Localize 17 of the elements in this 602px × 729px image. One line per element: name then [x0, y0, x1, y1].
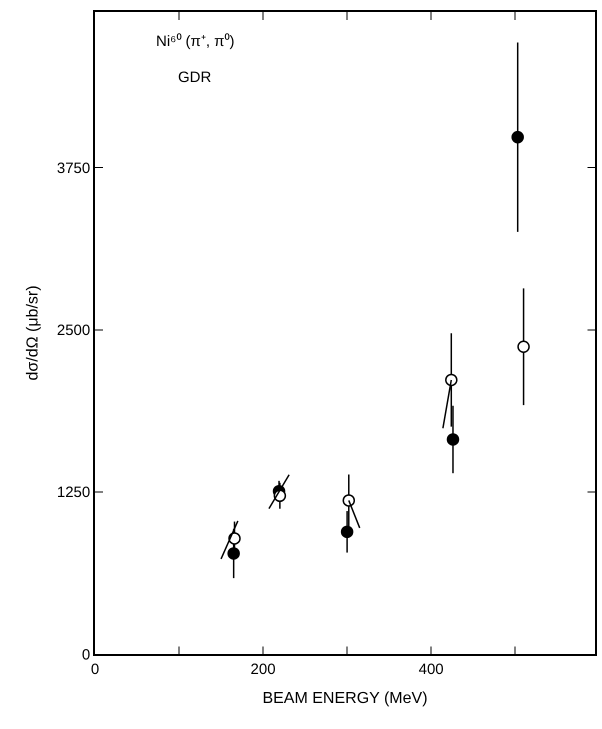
x-tick-label: 400 — [418, 660, 444, 678]
annotation: GDR — [178, 69, 212, 86]
y-tick-label: 0 — [82, 646, 90, 664]
x-tick-label: 200 — [250, 660, 276, 678]
point — [446, 433, 460, 446]
x-axis-title: BEAM ENERGY (MeV) — [262, 690, 428, 707]
point — [227, 547, 240, 560]
y-tick-label: 1250 — [56, 484, 90, 502]
annotation: Ni⁶⁰ (π⁺, π⁰) — [156, 33, 235, 50]
point — [445, 374, 458, 386]
point — [517, 340, 530, 353]
point — [342, 494, 356, 507]
point — [340, 526, 354, 538]
point — [511, 130, 524, 144]
y-tick-label: 2500 — [56, 322, 90, 340]
y-axis-title: dσ/dΩ (μb/sr) — [24, 285, 42, 381]
y-tick-label: 3750 — [56, 160, 90, 177]
